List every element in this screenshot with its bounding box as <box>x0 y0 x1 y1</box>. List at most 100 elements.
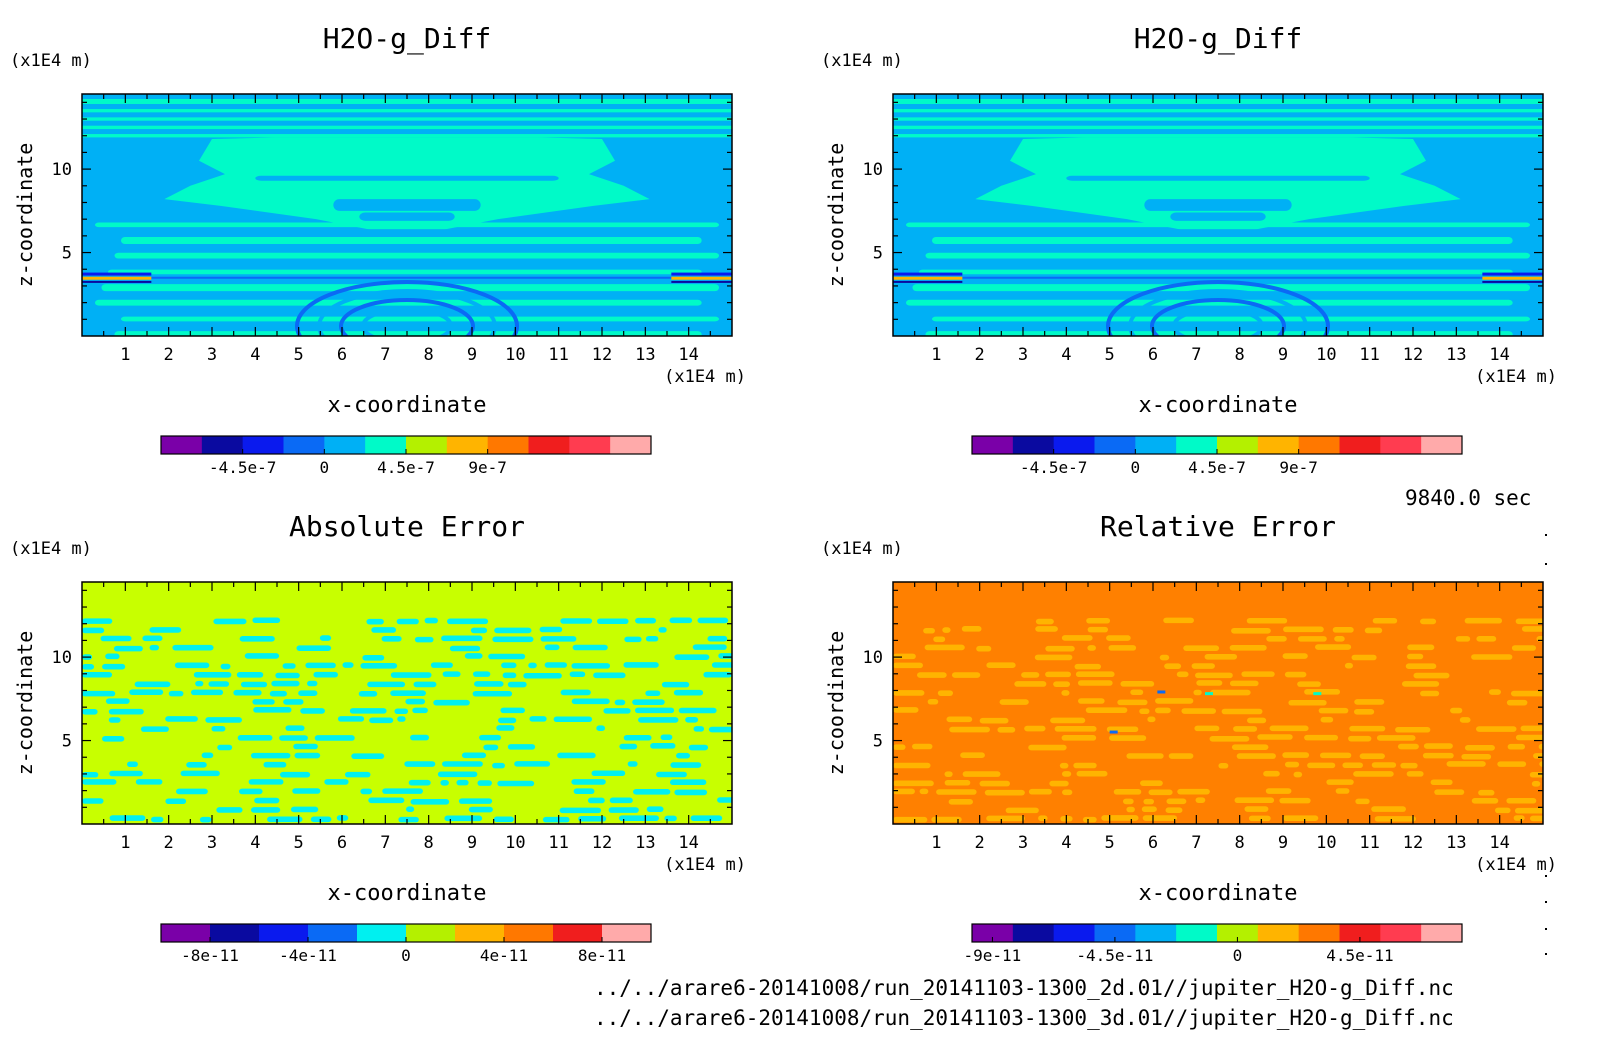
noise-blob <box>1248 815 1271 822</box>
noise-blob <box>275 672 300 679</box>
colorbar-tick-label: -4.5e-7 <box>209 458 276 477</box>
noise-blob <box>165 798 187 805</box>
noise-blob <box>1326 779 1354 785</box>
noise-blob <box>1165 807 1183 813</box>
x-tick-label: 13 <box>1446 833 1466 853</box>
noise-blob <box>180 770 220 777</box>
noise-blob <box>233 689 262 696</box>
x-tick-label: 2 <box>164 345 174 365</box>
layer-band <box>925 331 1513 336</box>
noise-blob <box>1195 672 1233 679</box>
noise-blob <box>500 707 525 714</box>
noise-blob <box>924 644 965 651</box>
noise-blob <box>1514 807 1543 814</box>
edge-artifact <box>1482 276 1543 280</box>
colorbar-segment <box>1135 436 1177 454</box>
noise-blob <box>1320 716 1334 723</box>
file-path-3d: ../../arare6-20141008/run_20141103-1300_… <box>594 1006 1454 1030</box>
noise-blob <box>553 716 593 723</box>
file-path-2d: ../../arare6-20141008/run_20141103-1300_… <box>594 976 1454 1000</box>
noise-blob <box>1521 626 1543 632</box>
noise-blob <box>731 646 732 650</box>
noise-blob <box>1085 707 1128 713</box>
colorbar-segment <box>1176 924 1218 942</box>
panel-title: H2O-g_Diff <box>323 22 492 56</box>
noise-blob <box>1430 779 1453 786</box>
colorbar-tick-label: -9e-11 <box>964 946 1022 965</box>
noise-blob <box>984 789 1025 796</box>
x-tick-label: 5 <box>294 345 304 365</box>
colorbar-tick-label: 9e-7 <box>468 458 507 477</box>
noise-blob <box>298 690 318 696</box>
noise-blob <box>238 788 263 795</box>
noise-blob <box>140 726 169 732</box>
ripple <box>359 212 455 221</box>
noise-blob <box>108 708 144 715</box>
colorbar-segment <box>455 924 505 942</box>
noise-blob <box>1108 645 1137 651</box>
noise-blob <box>1434 789 1465 795</box>
panel-title: H2O-g_Diff <box>1134 22 1303 56</box>
speck <box>1157 690 1166 694</box>
layer-band <box>919 269 1513 275</box>
edge-artifact <box>671 280 732 283</box>
noise-blob <box>293 743 318 750</box>
noise-blob <box>440 779 449 786</box>
x-unit-label: (x1E4 m) <box>1475 855 1557 875</box>
noise-blob <box>1455 636 1471 642</box>
noise-blob <box>571 698 610 705</box>
noise-blob <box>1269 725 1309 732</box>
noise-blob <box>1413 672 1450 679</box>
noise-blob <box>1035 626 1058 632</box>
colorbar-segment <box>161 924 211 942</box>
x-tick-label: 6 <box>337 345 347 365</box>
noise-blob <box>292 788 321 794</box>
noise-blob <box>398 816 419 823</box>
noise-blob <box>498 717 517 724</box>
x-tick-label: 11 <box>1359 345 1379 365</box>
colorbar-segment <box>1217 924 1259 942</box>
noise-blob <box>208 681 230 687</box>
x-tick-label: 4 <box>250 345 260 365</box>
noise-blob <box>285 725 305 731</box>
noise-blob <box>1297 636 1327 642</box>
noise-blob <box>1077 680 1113 686</box>
noise-blob <box>82 690 116 697</box>
noise-blob <box>688 744 709 751</box>
layer-band <box>906 222 1530 228</box>
noise-blob <box>294 752 321 759</box>
layer-band <box>82 134 732 138</box>
colorbar-segment <box>1176 436 1218 454</box>
noise-blob <box>1506 699 1528 706</box>
noise-blob <box>1168 753 1194 759</box>
noise-blob <box>685 716 699 723</box>
layer-band <box>121 316 719 322</box>
x-tick-label: 14 <box>1489 833 1509 853</box>
ripple <box>255 175 559 181</box>
noise-blob <box>1335 788 1350 794</box>
speck <box>1109 730 1118 734</box>
noise-blob <box>1062 789 1073 796</box>
noise-blob <box>703 671 732 678</box>
dome-wave <box>1106 279 1330 336</box>
x-tick-label: 13 <box>635 833 655 853</box>
noise-blob <box>1495 807 1511 814</box>
noise-blob <box>1397 743 1419 750</box>
noise-blob <box>342 662 354 668</box>
noise-blob <box>1266 636 1287 642</box>
layer-band <box>82 125 732 130</box>
noise-blob <box>1028 788 1052 795</box>
noise-blob <box>1163 617 1194 624</box>
noise-blob <box>456 779 469 786</box>
noise-blob <box>572 644 608 651</box>
noise-blob <box>1279 797 1311 804</box>
y-axis-label: z-coordinate <box>13 631 37 776</box>
noise-blob <box>1059 762 1069 769</box>
noise-blob <box>1400 762 1418 769</box>
edge-artifact <box>1482 272 1543 276</box>
noise-blob <box>507 681 527 688</box>
noise-blob <box>661 681 690 688</box>
noise-blob <box>1401 681 1440 687</box>
noise-blob <box>1511 645 1536 651</box>
noise-blob <box>961 626 982 632</box>
